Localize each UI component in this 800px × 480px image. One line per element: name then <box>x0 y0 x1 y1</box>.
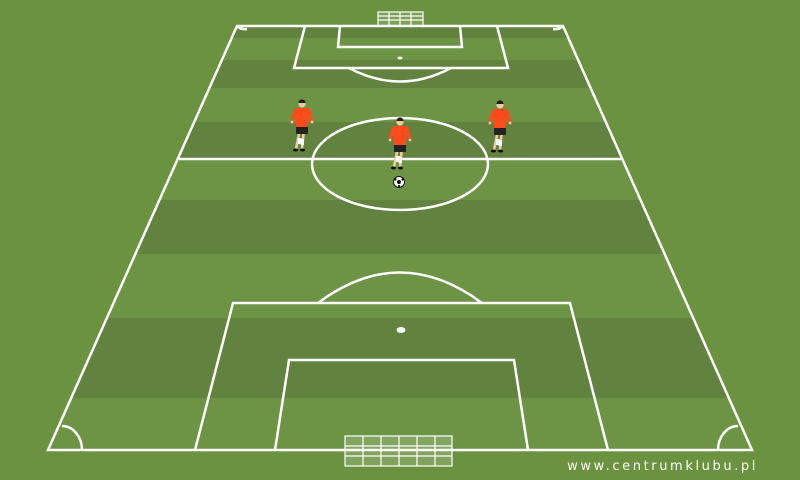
bottom-right-corner-arc <box>716 424 739 451</box>
player-right-boot <box>497 149 504 153</box>
player-right-hand <box>508 121 512 125</box>
pitch-markings <box>46 24 754 452</box>
player-left <box>290 99 314 152</box>
bottom-penalty-arc <box>317 271 483 305</box>
player-right-hand <box>310 120 314 124</box>
player-right-arm <box>505 110 512 124</box>
bottom-goal <box>344 435 453 467</box>
player-shorts <box>494 127 506 135</box>
player-left-boot <box>292 148 299 152</box>
bottom-goal-area <box>273 358 530 451</box>
player-left-hand <box>388 138 392 142</box>
top-penalty-area <box>292 25 510 70</box>
player-left-arm <box>488 110 495 124</box>
player-left-sock <box>496 139 500 145</box>
top-right-corner-arc <box>552 25 564 31</box>
player-left-sock <box>298 138 302 144</box>
player-right <box>488 100 512 153</box>
player-center <box>388 117 412 170</box>
player-right-boot <box>299 148 306 152</box>
player-left-boot <box>390 166 397 170</box>
player-shorts <box>394 144 406 152</box>
player-shirt <box>493 109 507 128</box>
bottom-penalty-area <box>193 301 610 451</box>
top-goal <box>377 11 424 27</box>
top-goal-area <box>336 25 464 49</box>
player-right-arm <box>307 109 314 123</box>
player-shirt <box>295 108 309 127</box>
player-left-sock <box>396 156 400 162</box>
bottom-penalty-spot <box>396 327 406 333</box>
top-penalty-arc <box>348 66 452 83</box>
player-right-arm <box>405 127 412 141</box>
player-hair <box>298 99 306 103</box>
player-left-arm <box>388 127 395 141</box>
top-penalty-spot <box>397 56 403 60</box>
player-shorts <box>296 126 308 134</box>
player-left-boot <box>490 149 497 153</box>
player-hair <box>396 117 404 121</box>
player-right-hand <box>408 138 412 142</box>
player-left-hand <box>290 120 294 124</box>
player-shirt <box>393 126 407 145</box>
player-right-sock <box>300 139 304 145</box>
soccer-ball <box>393 176 405 188</box>
top-left-corner-arc <box>236 25 248 31</box>
player-right-sock <box>398 157 402 163</box>
player-left-hand <box>488 121 492 125</box>
touch-lines <box>46 24 754 452</box>
player-left-arm <box>290 109 297 123</box>
bottom-left-corner-arc <box>61 424 84 451</box>
player-right-boot <box>397 166 404 170</box>
player-right-sock <box>498 140 502 146</box>
watermark-text: www.centrumklubu.pl <box>567 459 758 474</box>
player-hair <box>496 100 504 104</box>
